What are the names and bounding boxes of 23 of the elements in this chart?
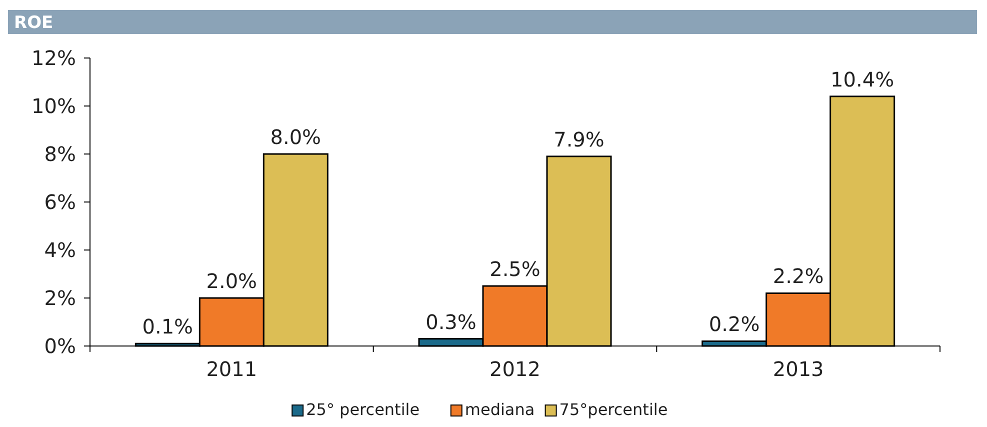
data-label: 10.4%: [830, 67, 894, 92]
x-tick-label: 2012: [490, 357, 540, 381]
y-tick-label: 8%: [44, 142, 76, 166]
y-tick-label: 12%: [32, 46, 76, 70]
y-tick-label: 2%: [44, 286, 76, 310]
y-tick-label: 6%: [44, 190, 76, 214]
data-label: 7.9%: [554, 127, 604, 152]
data-label: 0.1%: [142, 314, 194, 339]
y-tick-label: 0%: [44, 334, 76, 358]
data-label: 2.2%: [772, 264, 824, 288]
y-tick-label: 4%: [44, 238, 76, 262]
legend-label: mediana: [464, 400, 535, 419]
legend-label: 25° percentile: [306, 400, 420, 419]
data-label: 8.0%: [270, 125, 322, 149]
data-label: 2.5%: [490, 257, 540, 281]
y-tick-label: 10%: [32, 94, 76, 118]
data-label: 0.2%: [708, 312, 760, 336]
data-label: 0.3%: [426, 310, 476, 334]
x-tick-label: 2011: [206, 357, 258, 381]
x-tick-label: 2013: [772, 357, 824, 381]
data-label: 2.0%: [206, 269, 258, 293]
chart-title: ROE: [14, 13, 54, 33]
legend-label: 75°percentile: [559, 400, 668, 419]
